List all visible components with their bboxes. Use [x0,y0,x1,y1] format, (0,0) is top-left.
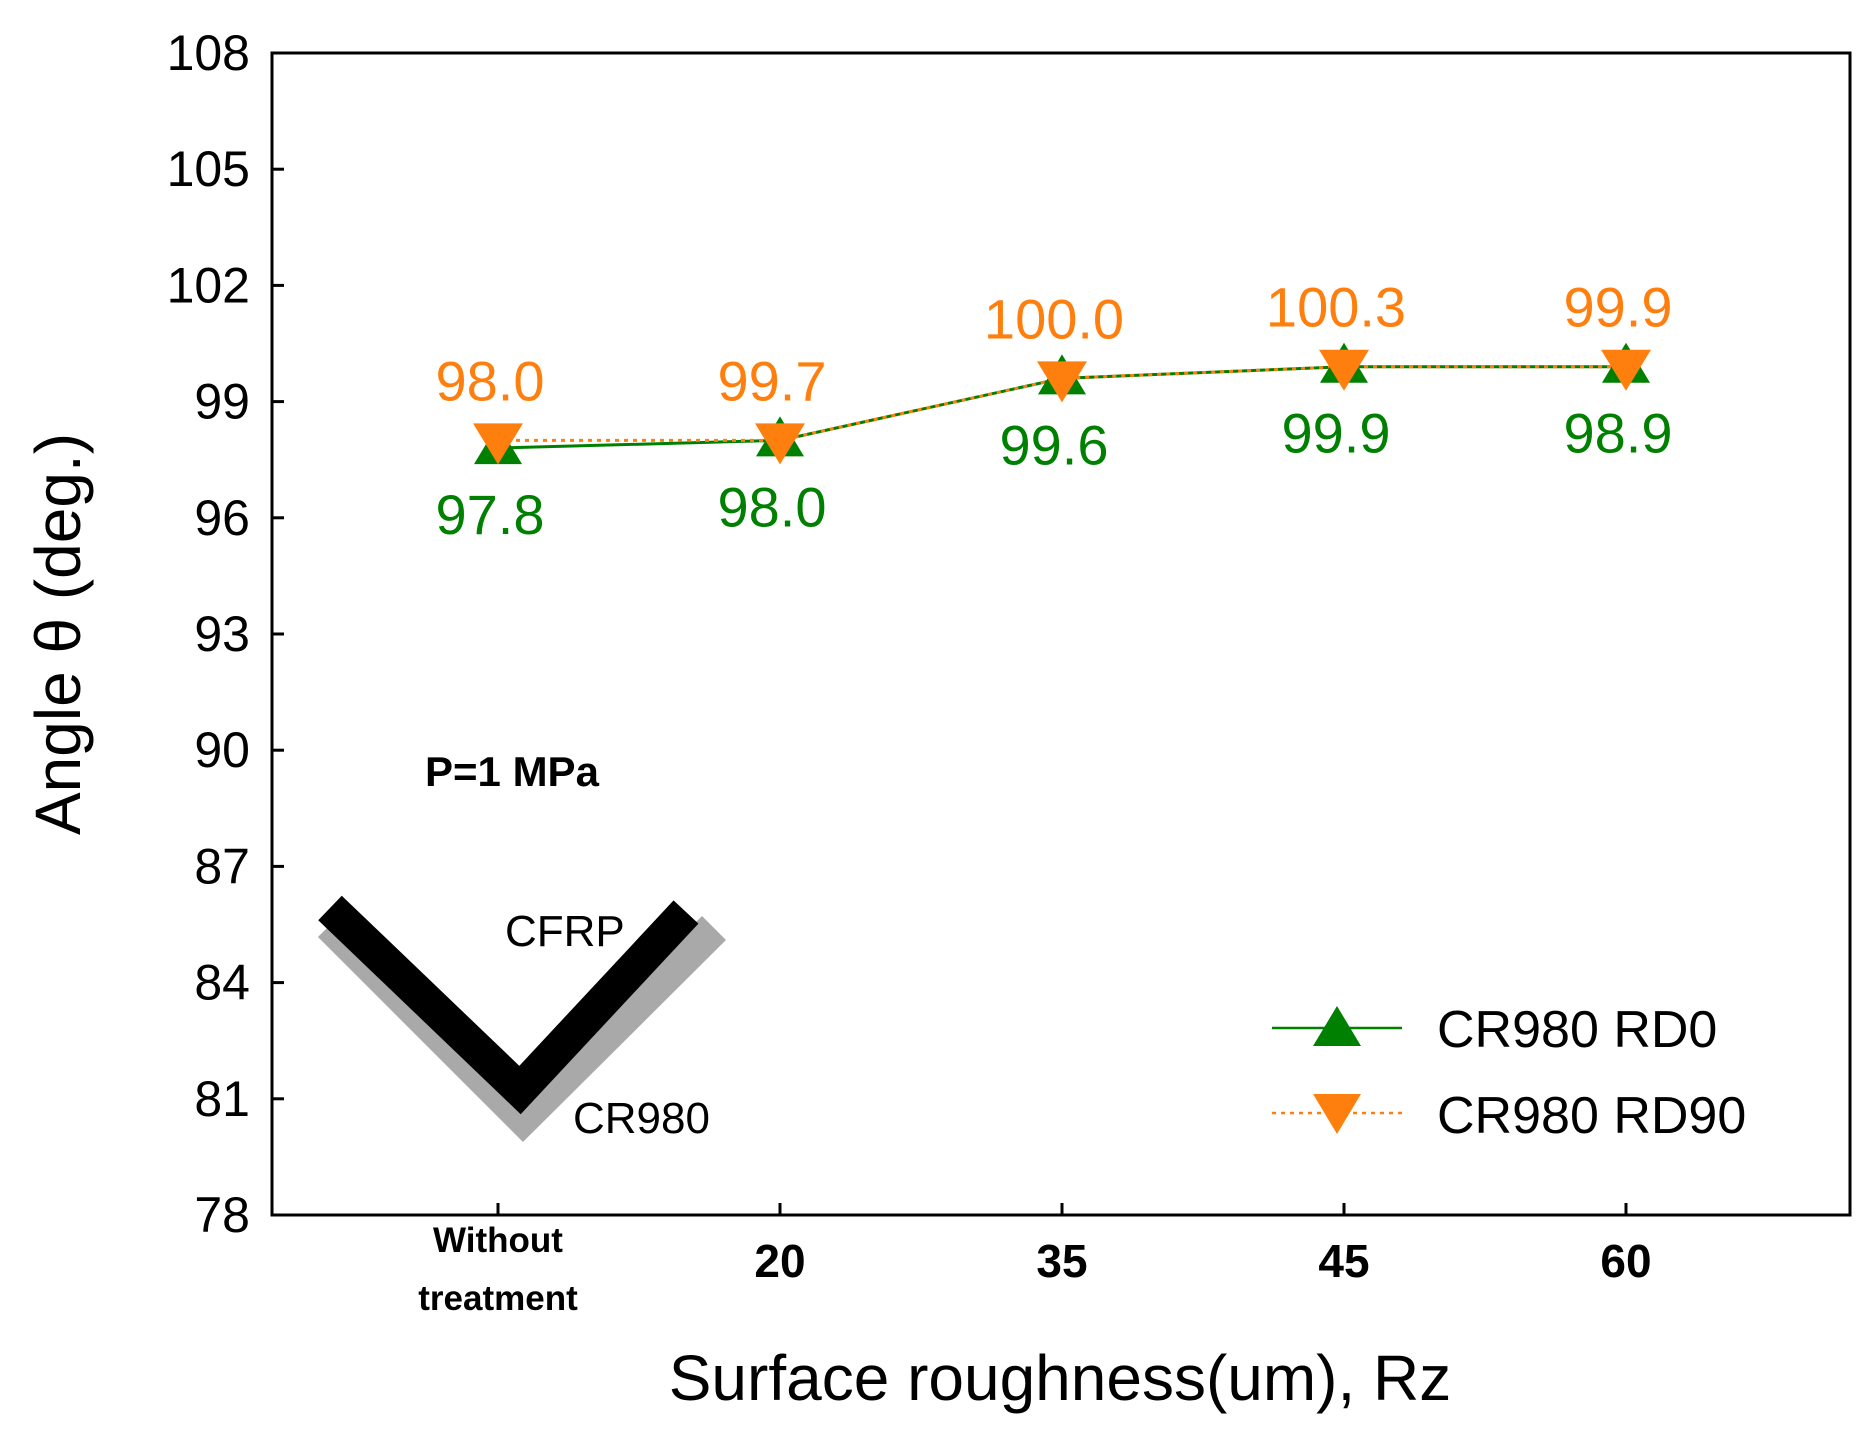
legend-marker-rd90 [1313,1094,1361,1134]
bend-diagram: CFRP CR980 [317,895,726,1143]
x-tick-label: 35 [1036,1235,1087,1287]
data-labels: 97.8 98.0 99.6 99.9 98.9 98.0 99.7 100.0 100.3 99… [436,276,1673,546]
point-rd90 [755,423,805,465]
cr980-label: CR980 [573,1094,710,1143]
data-label-rd0: 97.8 [436,483,545,546]
y-tick-label: 105 [167,141,250,197]
data-label-rd90: 99.9 [1564,276,1673,339]
x-tick-label: 45 [1318,1235,1369,1287]
legend-marker-rd0 [1313,1006,1361,1046]
x-tick-label: 20 [754,1235,805,1287]
data-label-rd90: 98.0 [436,349,545,412]
x-tick-label: 60 [1600,1235,1651,1287]
point-rd90 [1319,349,1369,391]
y-tick-label: 102 [167,257,250,313]
y-tick-label: 84 [194,955,250,1011]
series-layer [473,342,1651,465]
point-rd90 [473,423,523,465]
y-tick-label: 81 [194,1071,250,1127]
pressure-annotation: P=1 MPa [425,748,600,795]
y-axis: 78 81 84 87 90 93 96 99 102 105 108 [167,25,284,1243]
point-rd90 [1037,361,1087,403]
cfrp-label: CFRP [505,907,625,956]
y-tick-label: 99 [194,374,250,430]
data-label-rd90: 99.7 [718,349,827,412]
point-rd90 [1601,349,1651,391]
y-tick-label: 93 [194,606,250,662]
data-label-rd90: 100.3 [1266,276,1406,339]
y-tick-label: 108 [167,25,250,81]
y-axis-title: Angle θ (deg.) [22,433,94,835]
data-label-rd0: 98.0 [718,475,827,538]
legend-label-rd90: CR980 RD90 [1437,1087,1746,1145]
y-tick-label: 96 [194,490,250,546]
data-label-rd90: 100.0 [984,287,1124,350]
x-tick-label: Without treatment [418,1221,578,1318]
legend-label-rd0: CR980 RD0 [1437,1001,1717,1059]
data-label-rd0: 99.6 [1000,413,1109,476]
data-label-rd0: 98.9 [1564,402,1673,465]
y-tick-label: 87 [194,838,250,894]
y-tick-label: 90 [194,722,250,778]
data-label-rd0: 99.9 [1282,402,1391,465]
legend: CR980 RD0 CR980 RD90 [1272,1001,1746,1145]
x-axis: Without treatment 20 35 45 60 [418,1203,1652,1318]
y-tick-label: 78 [194,1187,250,1243]
x-axis-title: Surface roughness(um), Rz [669,1342,1452,1414]
cfrp-layer-shape [318,895,699,1115]
